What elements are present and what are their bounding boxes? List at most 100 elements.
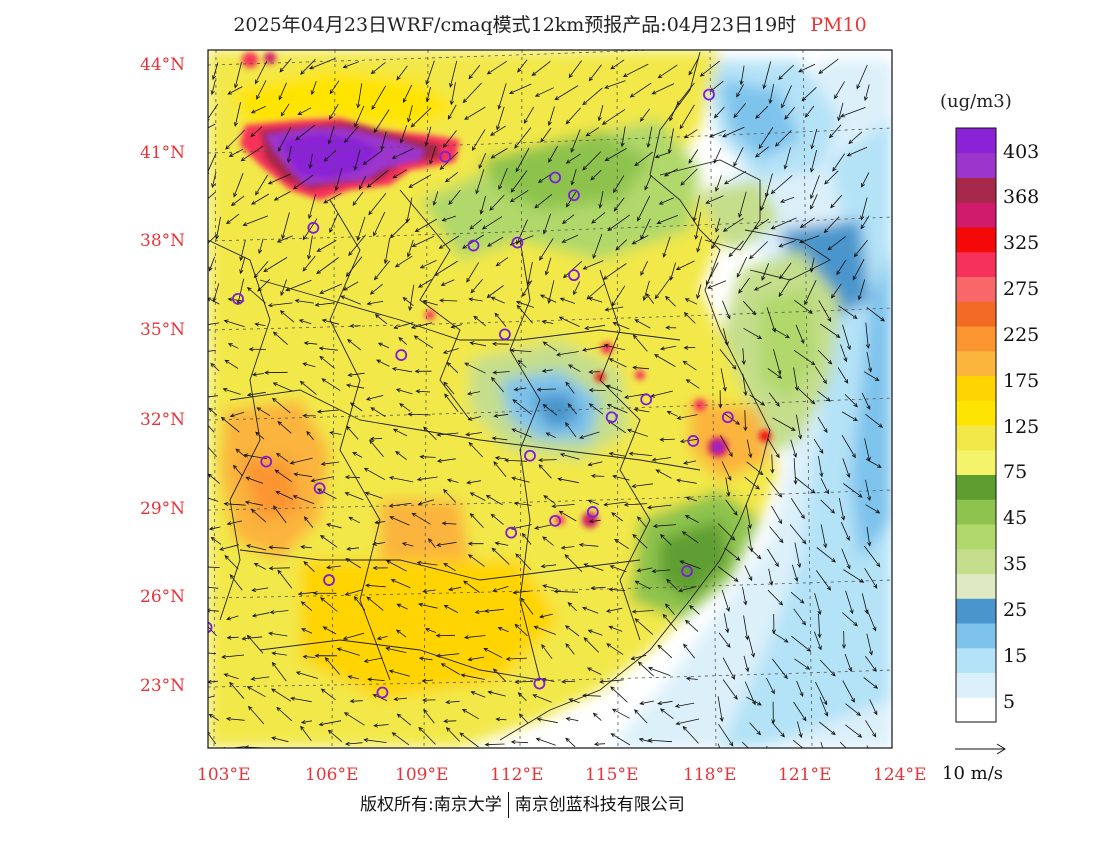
wind-arrow	[323, 150, 337, 162]
wind-arrow	[405, 197, 413, 224]
wind-arrow	[583, 637, 599, 653]
wind-arrow	[810, 194, 818, 210]
wind-arrow	[469, 341, 487, 347]
wind-arrow	[510, 170, 528, 193]
wind-arrow	[720, 368, 727, 392]
wind-arrow	[573, 281, 581, 296]
concentration-field	[208, 50, 892, 748]
wind-arrow	[640, 261, 648, 277]
colorbar-swatch	[956, 524, 996, 550]
wind-arrow	[606, 607, 623, 613]
colorbar-swatch	[956, 128, 996, 154]
wind-arrow	[391, 148, 414, 159]
wind-arrow	[443, 719, 457, 724]
station-markers	[208, 88, 734, 699]
colorbar-swatch	[956, 227, 996, 253]
wind-arrow	[761, 263, 769, 281]
wind-arrow	[369, 283, 383, 295]
wind-arrow	[437, 458, 456, 463]
wind-arrow	[797, 387, 816, 405]
wind-arrow	[565, 107, 581, 125]
wind-arrow	[865, 322, 871, 349]
wind-arrow	[301, 628, 313, 634]
city-marker	[605, 411, 618, 424]
wind-arrow	[520, 597, 534, 615]
wind-arrow	[792, 739, 804, 748]
wind-arrow	[736, 84, 744, 98]
wind-arrow	[841, 548, 851, 570]
wind-arrow	[208, 322, 220, 325]
wind-arrow	[334, 167, 343, 192]
wind-arrow	[220, 416, 240, 433]
wind-arrow	[679, 560, 701, 570]
wind-arrow	[762, 61, 772, 90]
wind-arrow	[416, 476, 438, 482]
colorbar-swatch	[956, 202, 996, 228]
wind-arrow	[542, 584, 558, 590]
wind-arrow	[715, 217, 721, 233]
wind-arrow	[793, 349, 816, 366]
wind-arrow	[271, 661, 287, 682]
wind-arrow	[683, 345, 696, 350]
wind-arrow	[639, 700, 654, 706]
wind-arrow	[865, 479, 872, 502]
wind-arrow	[210, 362, 220, 372]
wind-arrow	[724, 547, 741, 561]
wind-arrow	[824, 170, 839, 185]
wind-arrow	[801, 87, 817, 102]
wind-arrow	[245, 476, 264, 484]
wind-arrow	[866, 307, 886, 322]
wind-arrow	[841, 434, 856, 459]
colorbar-label-325: 325	[1003, 232, 1040, 254]
wind-arrow	[516, 219, 528, 245]
wind-arrow	[604, 80, 626, 89]
wind-arrow	[685, 379, 700, 389]
wind-arrow	[513, 387, 527, 392]
wind-arrow	[223, 673, 239, 680]
wind-arrow	[536, 387, 557, 392]
wind-arrow	[794, 542, 802, 569]
wind-arrow	[675, 260, 695, 270]
wind-arrow	[634, 319, 651, 329]
city-marker	[721, 411, 734, 424]
wind-arrow	[669, 262, 676, 281]
wind-arrow	[268, 545, 290, 550]
wind-arrow	[228, 148, 244, 157]
wind-arrow	[280, 103, 290, 117]
wind-arrow	[211, 171, 217, 189]
wind-arrow	[280, 279, 287, 297]
wind-arrow	[444, 171, 459, 183]
wind-arrow	[264, 370, 288, 375]
wind-arrow	[654, 354, 676, 367]
wind-arrow	[303, 341, 318, 346]
wind-arrow	[257, 279, 270, 292]
wind-arrow	[534, 87, 554, 97]
wind-arrow	[604, 306, 624, 312]
wind-arrow	[816, 547, 836, 563]
wind-arrow	[396, 713, 412, 726]
wind-arrow	[326, 565, 341, 570]
wind-arrow	[582, 87, 603, 106]
wind-arrow	[272, 382, 293, 392]
wind-arrow	[842, 324, 851, 351]
wind-arrow	[326, 523, 342, 529]
wind-arrow	[445, 727, 460, 742]
wind-arrow	[584, 324, 606, 331]
wind-arrow	[647, 666, 671, 676]
wind-arrow	[602, 263, 627, 280]
colorbar-swatch	[956, 350, 996, 376]
wind-arrow	[327, 729, 343, 743]
wind-arrow	[340, 295, 361, 305]
wind-arrow	[323, 192, 342, 204]
wind-arrow	[830, 283, 842, 299]
colorbar-label-45: 45	[1003, 507, 1028, 529]
lon-label-106: 106°E	[305, 765, 359, 785]
wind-arrow	[772, 417, 796, 431]
wind-arrow	[226, 520, 243, 526]
wind-arrow	[760, 192, 769, 212]
wind-arrow	[496, 106, 505, 131]
colorbar-label-5: 5	[1003, 691, 1016, 713]
city-marker	[703, 88, 715, 101]
wind-arrow	[665, 295, 676, 307]
